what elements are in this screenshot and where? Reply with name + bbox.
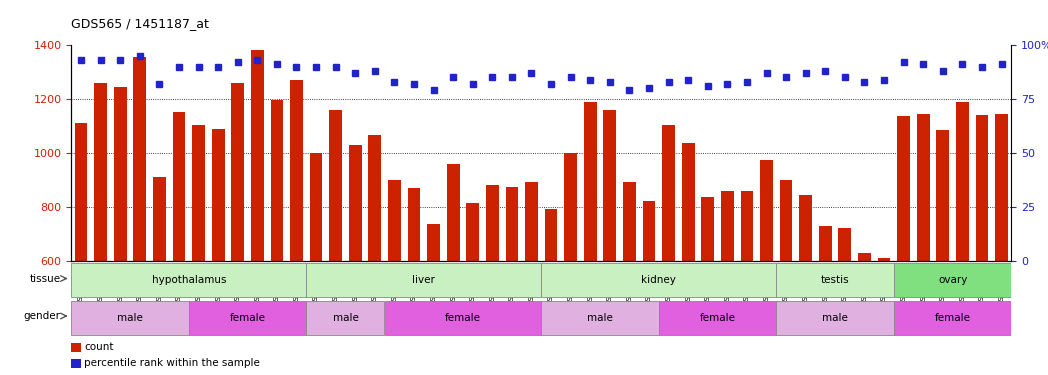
Bar: [189, 301, 306, 335]
Text: female: female: [230, 313, 265, 323]
Bar: [71, 301, 189, 335]
Bar: [604, 110, 616, 261]
Bar: [858, 252, 871, 261]
Bar: [541, 301, 658, 335]
Bar: [917, 114, 930, 261]
Bar: [996, 114, 1008, 261]
Bar: [584, 102, 596, 261]
Bar: [290, 80, 303, 261]
Bar: [250, 50, 264, 261]
Bar: [466, 202, 479, 261]
Bar: [310, 153, 323, 261]
Text: female: female: [935, 313, 970, 323]
Text: male: male: [587, 313, 613, 323]
Bar: [777, 263, 894, 297]
Bar: [349, 145, 362, 261]
Bar: [894, 263, 1011, 297]
Bar: [741, 190, 754, 261]
Text: gender: gender: [24, 311, 61, 321]
Bar: [976, 115, 988, 261]
Bar: [777, 301, 894, 335]
Bar: [388, 180, 400, 261]
Bar: [800, 195, 812, 261]
Bar: [270, 100, 283, 261]
Bar: [545, 209, 558, 261]
Bar: [659, 301, 777, 335]
Text: male: male: [332, 313, 358, 323]
Text: female: female: [700, 313, 736, 323]
Text: male: male: [117, 313, 143, 323]
Bar: [94, 83, 107, 261]
Bar: [385, 301, 541, 335]
Bar: [564, 153, 577, 261]
Bar: [624, 183, 636, 261]
Text: count: count: [84, 342, 114, 352]
Bar: [818, 226, 832, 261]
Bar: [408, 188, 420, 261]
Text: percentile rank within the sample: percentile rank within the sample: [84, 358, 260, 368]
Bar: [133, 57, 146, 261]
Bar: [446, 164, 459, 261]
Bar: [232, 83, 244, 261]
Bar: [897, 116, 910, 261]
Bar: [71, 358, 81, 368]
Bar: [760, 159, 772, 261]
Bar: [74, 123, 87, 261]
Bar: [306, 301, 385, 335]
Bar: [114, 87, 127, 261]
Bar: [956, 102, 968, 261]
Bar: [838, 228, 851, 261]
Bar: [525, 183, 538, 261]
Bar: [369, 135, 381, 261]
Text: hypothalamus: hypothalamus: [152, 275, 226, 285]
Bar: [701, 197, 714, 261]
Bar: [329, 110, 342, 261]
Bar: [192, 124, 205, 261]
Text: male: male: [822, 313, 848, 323]
Bar: [642, 201, 655, 261]
Text: kidney: kidney: [641, 275, 676, 285]
Bar: [173, 112, 185, 261]
Text: liver: liver: [412, 275, 435, 285]
Text: female: female: [445, 313, 481, 323]
Bar: [212, 129, 224, 261]
Bar: [662, 124, 675, 261]
Bar: [937, 130, 949, 261]
Bar: [71, 343, 81, 352]
Bar: [486, 185, 499, 261]
Bar: [71, 263, 306, 297]
Bar: [428, 224, 440, 261]
Text: ovary: ovary: [938, 275, 967, 285]
Bar: [894, 301, 1011, 335]
Bar: [505, 186, 519, 261]
Text: tissue: tissue: [29, 273, 61, 284]
Bar: [877, 258, 891, 261]
Bar: [780, 180, 792, 261]
Bar: [306, 263, 541, 297]
Bar: [153, 177, 166, 261]
Bar: [541, 263, 777, 297]
Text: GDS565 / 1451187_at: GDS565 / 1451187_at: [71, 17, 210, 30]
Bar: [682, 143, 695, 261]
Bar: [721, 190, 734, 261]
Text: testis: testis: [821, 275, 849, 285]
